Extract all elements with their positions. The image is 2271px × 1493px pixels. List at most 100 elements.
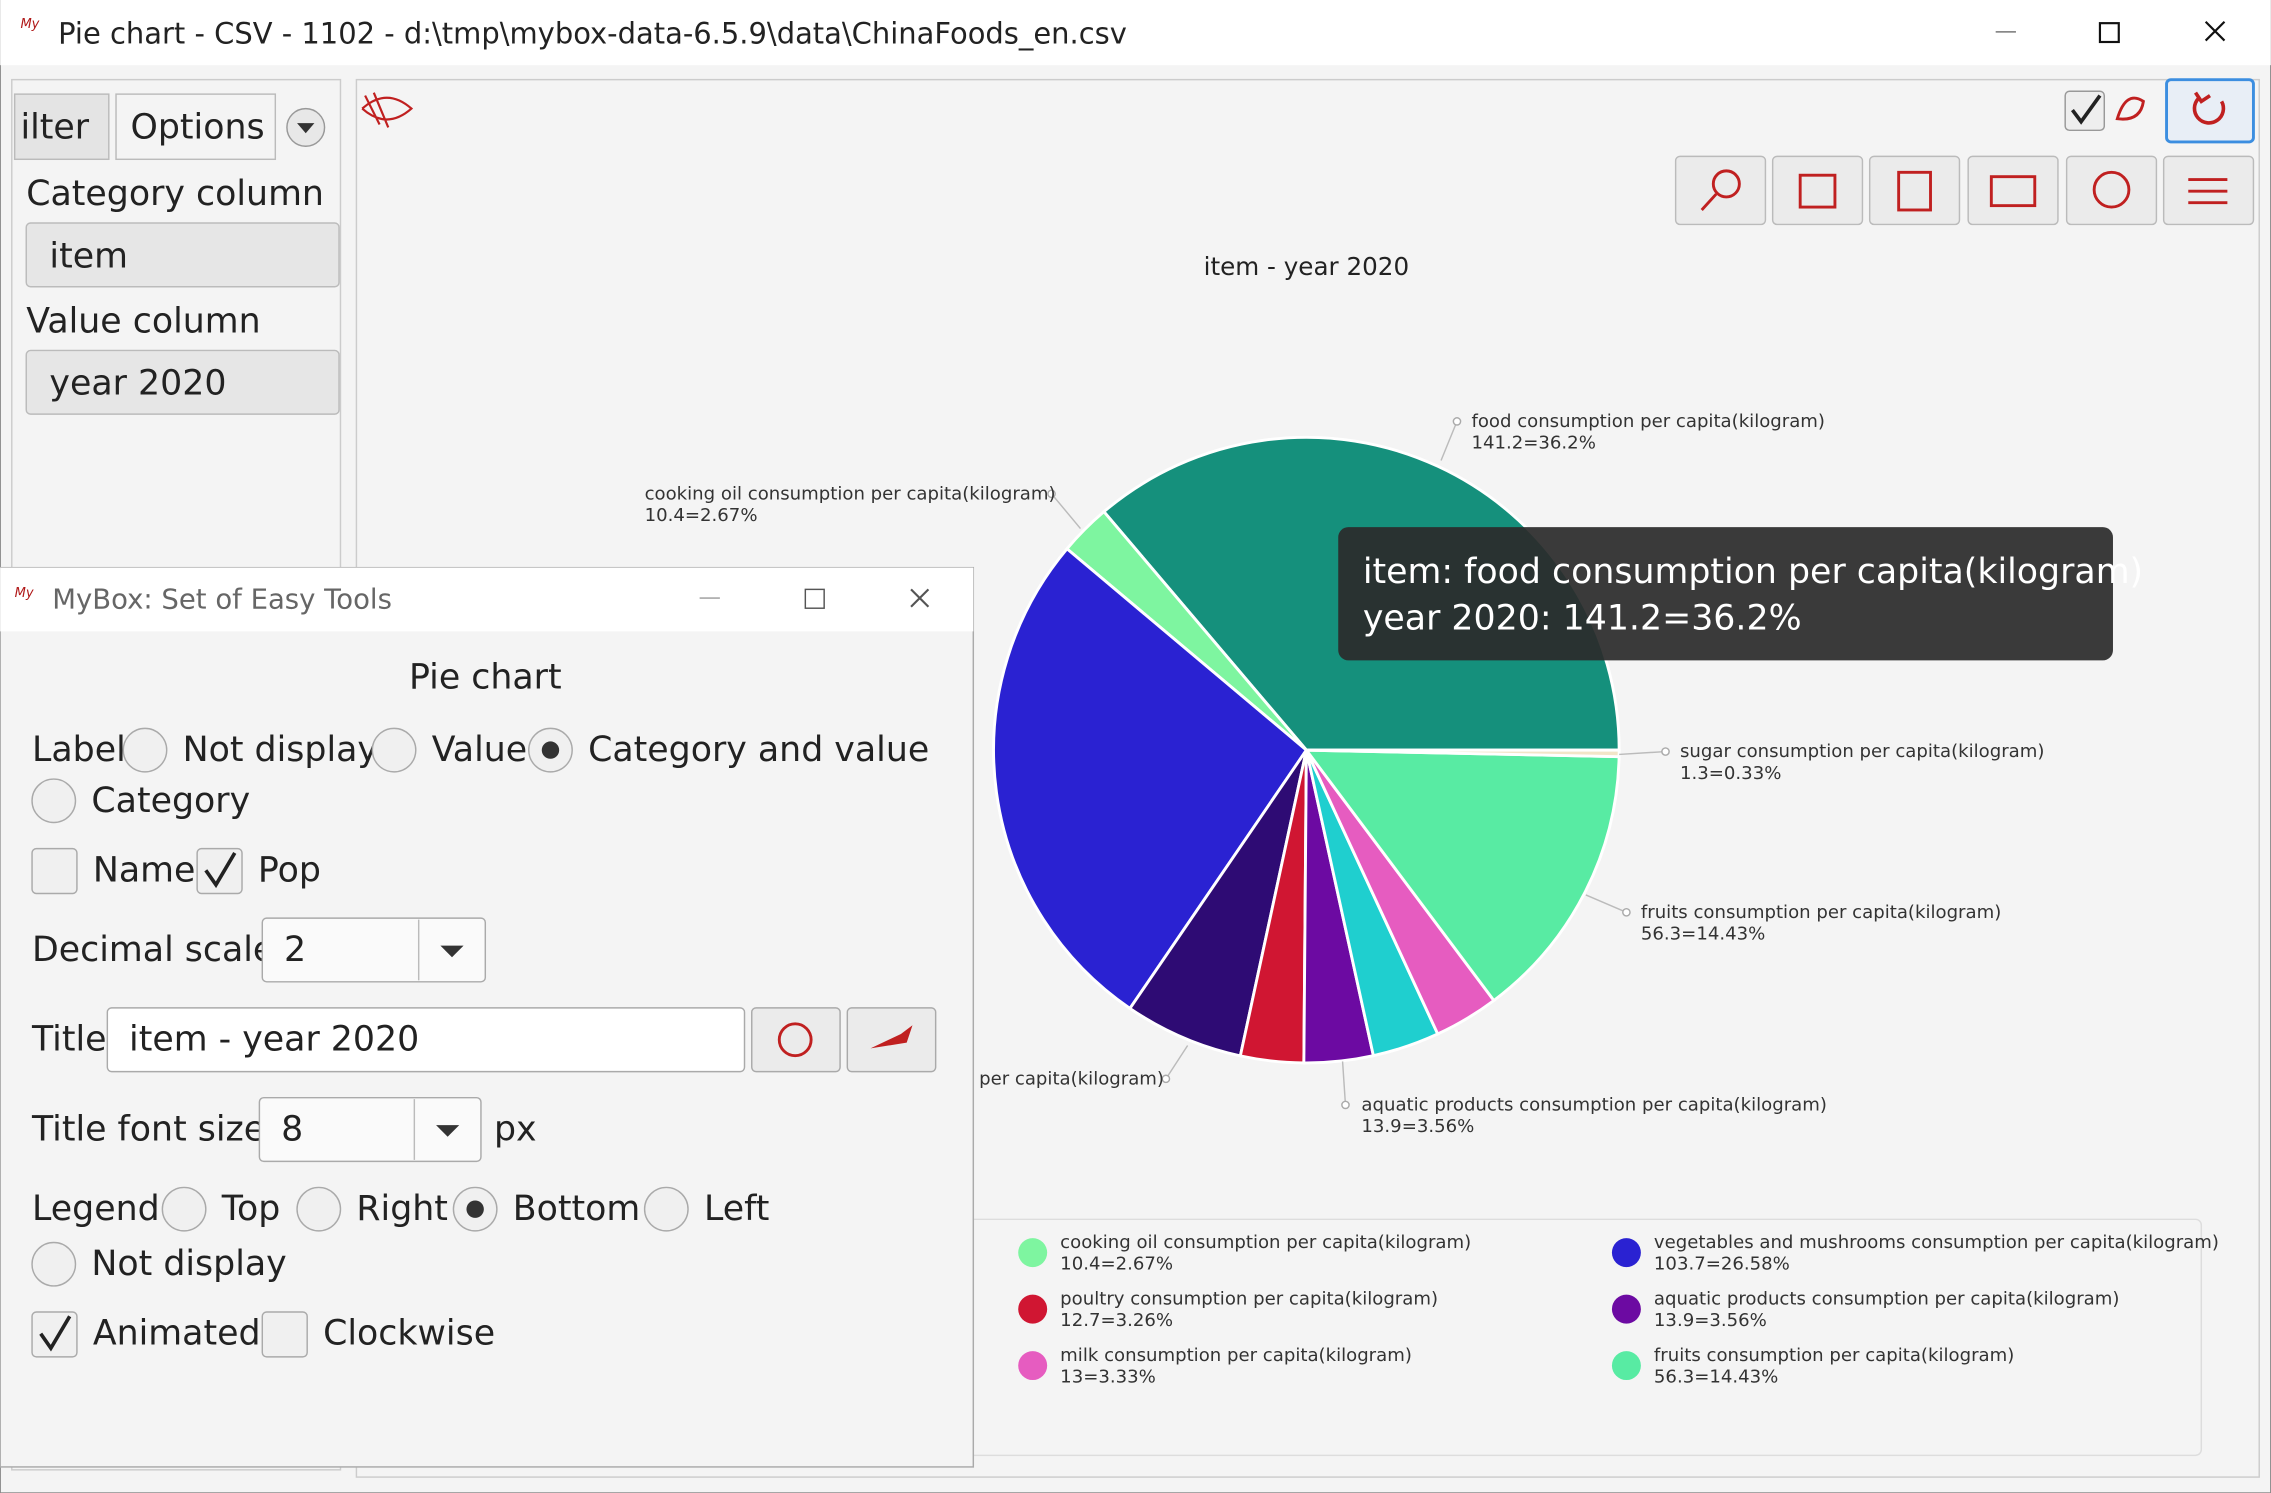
fit-button[interactable]: [1771, 155, 1864, 226]
field-label: Value column: [26, 301, 260, 341]
style-button[interactable]: [2065, 155, 2158, 226]
pie-slice[interactable]: [1303, 748, 1621, 1003]
legend-value: 56.3=14.43%: [1654, 1367, 1778, 1388]
radio-label: Value: [432, 730, 527, 770]
checkbox-label: Animated: [93, 1314, 261, 1354]
combo-value: item: [49, 236, 128, 276]
combo-value: 8: [281, 1110, 303, 1150]
leader-line: [1341, 1061, 1347, 1105]
unit-label: px: [494, 1110, 537, 1150]
slice-label: sugar consumption per capita(kilogram): [1680, 741, 2044, 762]
data-button[interactable]: [1868, 155, 1961, 226]
arrow-icon: [436, 1125, 460, 1137]
tab[interactable]: [13, 93, 110, 161]
chart-title: item - year 2020: [1204, 252, 1409, 281]
combo-value: year 2020: [49, 364, 226, 404]
radio-label: Not display: [91, 1244, 286, 1284]
title-bar: [0, 0, 2271, 66]
tab[interactable]: [115, 93, 277, 161]
combo-box[interactable]: [25, 349, 340, 415]
radio-button[interactable]: [122, 727, 168, 773]
arrow-icon: [440, 945, 464, 958]
pie-slice[interactable]: [992, 546, 1309, 1011]
rooster-icon[interactable]: [2115, 96, 2145, 121]
refresh-icon: [2192, 91, 2226, 125]
leader-dot: [1622, 907, 1631, 917]
dialog-title: MyBox: Set of Easy Tools: [52, 584, 392, 616]
zoom-button[interactable]: [1674, 155, 1767, 226]
flower-icon: [777, 1022, 813, 1058]
checkbox[interactable]: [31, 847, 78, 895]
check-mark: [39, 1315, 72, 1352]
fish-icon[interactable]: [361, 92, 414, 128]
legend-symbol: [1018, 1238, 1048, 1268]
html-button[interactable]: [1967, 155, 2059, 226]
radio-button[interactable]: [161, 1186, 207, 1232]
refresh-button[interactable]: [2165, 78, 2255, 144]
toolbar-icons: [1700, 169, 2228, 212]
data-icon: [1897, 170, 1932, 212]
radio-button[interactable]: [31, 1241, 77, 1287]
radio-button[interactable]: [31, 778, 77, 824]
slice-value-label: 13.9=3.56%: [1361, 1116, 1474, 1137]
input-value: item - year 2020: [129, 1020, 419, 1060]
style-button[interactable]: [751, 1007, 841, 1073]
close-button[interactable]: [2204, 20, 2226, 42]
legend-label: poultry consumption per capita(kilogram): [1060, 1288, 1438, 1309]
fit-icon: [1798, 173, 1837, 209]
check-mark: [204, 852, 237, 889]
radio-label: Bottom: [513, 1189, 640, 1229]
pie-slice[interactable]: [1306, 748, 1621, 759]
slice-value-label: 10.4=2.67%: [645, 505, 758, 526]
legend-value: 13=3.33%: [1060, 1367, 1156, 1388]
radio-button[interactable]: [371, 727, 417, 773]
combo-box[interactable]: [261, 917, 487, 983]
maximize-button[interactable]: [804, 588, 825, 609]
zoom-icon: [1700, 193, 1718, 211]
checkbox-label: Clockwise: [323, 1314, 495, 1354]
checkbox-label: Name: [93, 850, 196, 890]
app-icon: My: [15, 586, 34, 601]
field-label: Decimal scale: [32, 930, 274, 970]
flower-icon: [2092, 170, 2131, 209]
field-label: Category column: [26, 174, 324, 214]
combo-box[interactable]: [25, 222, 340, 288]
checkbox[interactable]: [261, 1311, 308, 1358]
legend-value: 10.4=2.67%: [1060, 1254, 1173, 1275]
dialog-title-bar: [0, 567, 974, 632]
tooltip: [1338, 527, 2113, 661]
radio-dot: [466, 1200, 484, 1218]
radio-label: Category and value: [588, 730, 929, 770]
radio-button[interactable]: [643, 1186, 689, 1232]
combo-box[interactable]: [258, 1096, 482, 1163]
close-button[interactable]: [910, 588, 930, 608]
pie-chart: food consumption per capita(kilogram)141…: [645, 411, 2219, 1457]
radio-dot: [541, 741, 560, 759]
dialog-window: My MyBox: Set of Easy Tools Pie chart La…: [0, 566, 975, 1468]
legend-value: 12.7=3.26%: [1060, 1310, 1173, 1331]
field-label: Title: [31, 1020, 106, 1060]
dialog-heading: Pie chart: [409, 658, 562, 698]
pie-slice[interactable]: [1127, 749, 1308, 1058]
field-label: Legend: [32, 1189, 160, 1229]
html-icon: [1989, 175, 2037, 208]
tab-label: ilter: [20, 107, 89, 147]
radio-label: Left: [704, 1189, 769, 1229]
slice-value-label: 1.3=0.33%: [1680, 763, 1781, 784]
maximize-button[interactable]: [2098, 22, 2120, 44]
radio-label: Right: [356, 1189, 448, 1229]
leader-dot: [1341, 1100, 1350, 1110]
text-input[interactable]: [106, 1007, 746, 1073]
radio-button[interactable]: [296, 1186, 342, 1232]
legend-label: cooking oil consumption per capita(kilog…: [1060, 1232, 1471, 1253]
settings-icon: [2188, 178, 2228, 205]
zoom-icon: [1711, 169, 1741, 199]
slice-label: per capita(kilogram): [979, 1068, 1164, 1089]
legend-symbol: [1018, 1294, 1048, 1324]
slice-value-label: 141.2=36.2%: [1471, 433, 1595, 454]
leader-line: [1165, 1045, 1189, 1080]
slice-label: fruits consumption per capita(kilogram): [1641, 902, 2001, 923]
toolbar: [1674, 155, 2255, 226]
